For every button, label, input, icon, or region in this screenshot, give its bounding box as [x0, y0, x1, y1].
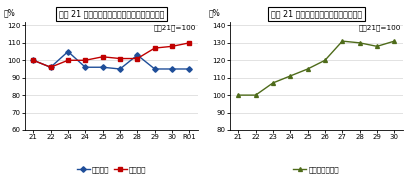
Title: 平成 21 年からの事業所および従業者数の推移: 平成 21 年からの事業所および従業者数の推移 — [58, 9, 164, 18]
Text: 率%: 率% — [208, 9, 220, 18]
Legend: 事業所数, 従業者数: 事業所数, 従業者数 — [74, 164, 149, 176]
Title: 平成 21 年からの製造品出荷額等の推移: 平成 21 年からの製造品出荷額等の推移 — [270, 9, 361, 18]
Text: 率%: 率% — [4, 9, 16, 18]
Text: 平成21年=100: 平成21年=100 — [153, 24, 196, 31]
Text: 平成21年=100: 平成21年=100 — [358, 24, 400, 31]
Legend: 製造品出荷額等: 製造品出荷額等 — [290, 164, 341, 176]
